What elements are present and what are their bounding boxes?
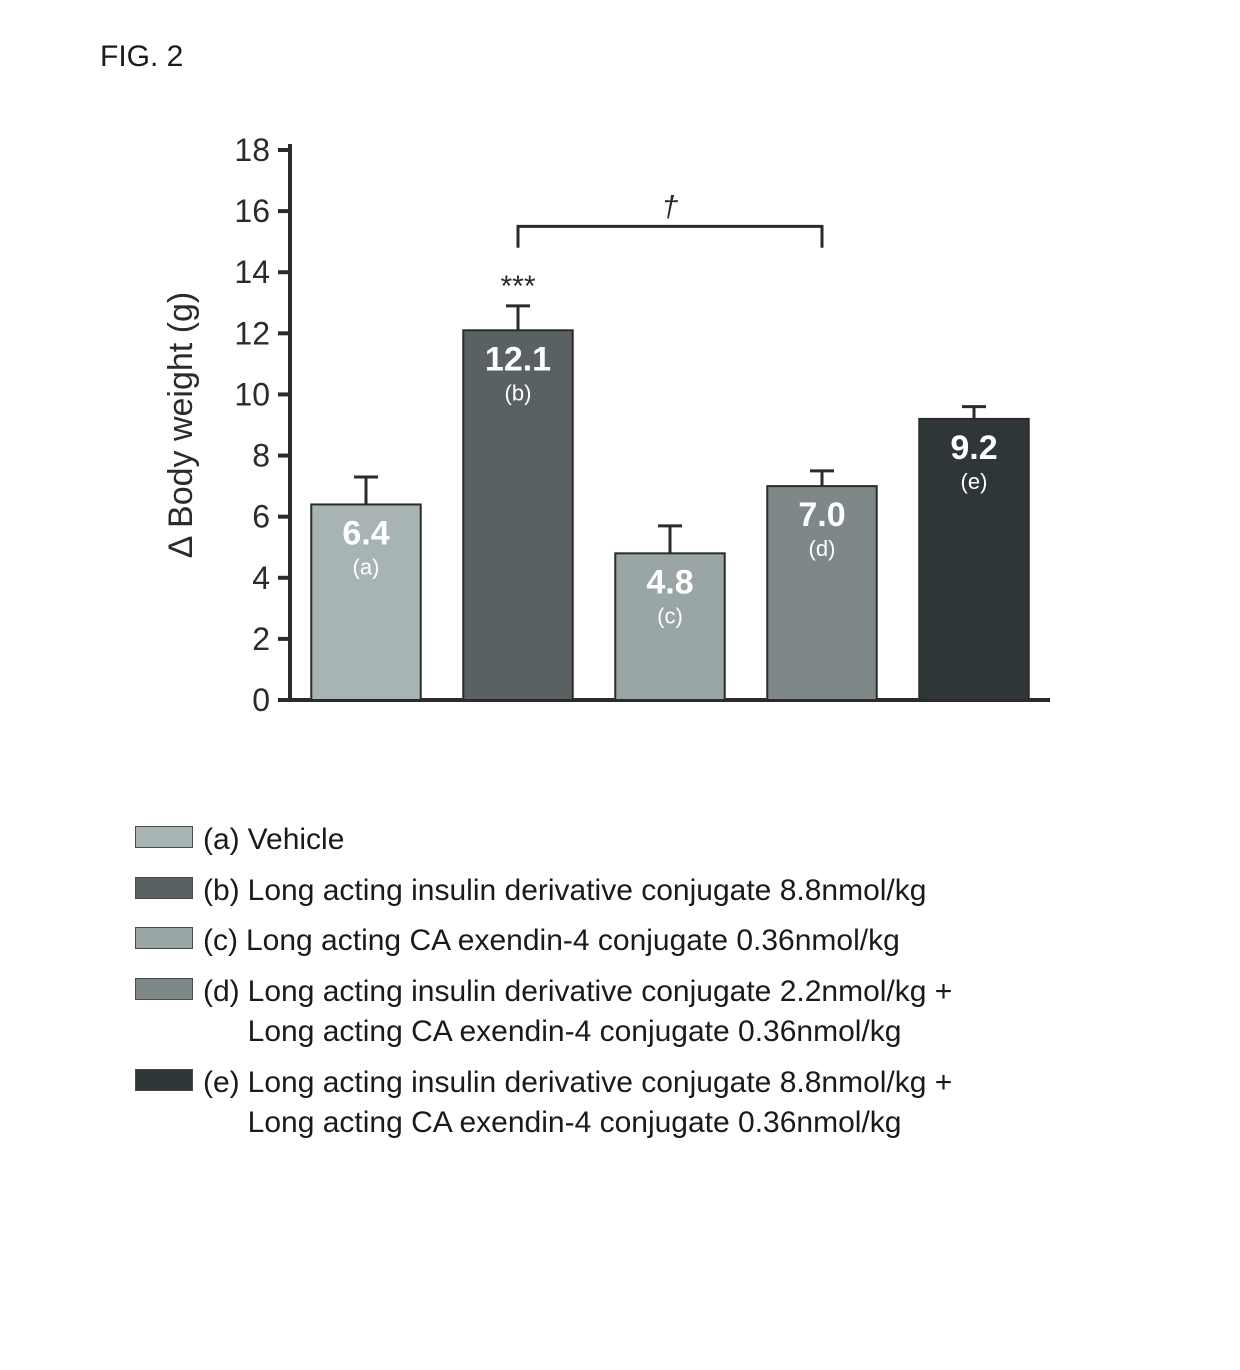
- legend-swatch: [135, 826, 193, 848]
- legend-text: Long acting insulin derivative conjugate…: [248, 1063, 953, 1144]
- y-tick-label: 8: [252, 438, 270, 474]
- bar-value-label: 4.8: [646, 563, 693, 601]
- legend-swatch: [135, 877, 193, 899]
- legend-text: Long acting CA exendin-4 conjugate 0.36n…: [246, 921, 900, 962]
- legend-swatch: [135, 978, 193, 1000]
- bar-value-label: 12.1: [485, 340, 551, 378]
- legend-swatch: [135, 1069, 193, 1091]
- legend-item: (c)Long acting CA exendin-4 conjugate 0.…: [135, 921, 1115, 962]
- legend-text: Long acting insulin derivative conjugate…: [248, 972, 953, 1053]
- legend-letter: (e): [203, 1063, 240, 1104]
- y-tick-label: 16: [234, 193, 270, 229]
- bar-value-label: 9.2: [950, 429, 997, 467]
- legend: (a)Vehicle(b)Long acting insulin derivat…: [135, 820, 1115, 1154]
- legend-text: Long acting insulin derivative conjugate…: [248, 871, 927, 912]
- y-tick-label: 18: [234, 132, 270, 168]
- legend-letter: (c): [203, 921, 238, 962]
- page: FIG. 2 0 2 4 6 8 10 12 14 16 18 Δ Body weight (g) 6…: [0, 0, 1240, 1370]
- significance-stars: ***: [500, 270, 535, 303]
- y-tick-label: 10: [234, 376, 270, 412]
- legend-item: (b)Long acting insulin derivative conjug…: [135, 871, 1115, 912]
- bar-letter-label: (d): [809, 536, 836, 561]
- y-tick-label: 2: [252, 621, 270, 657]
- y-tick-label: 14: [234, 254, 270, 290]
- y-axis-title: Δ Body weight (g): [162, 292, 200, 559]
- bar-letter-label: (e): [961, 469, 988, 494]
- legend-item: (a)Vehicle: [135, 820, 1115, 861]
- figure-label: FIG. 2: [100, 40, 183, 74]
- y-tick-label: 4: [252, 560, 270, 596]
- bar-letter-label: (c): [657, 603, 683, 628]
- legend-swatch: [135, 927, 193, 949]
- legend-item: (e)Long acting insulin derivative conjug…: [135, 1063, 1115, 1144]
- y-tick-label: 0: [252, 682, 270, 718]
- significance-bracket: [518, 226, 822, 247]
- legend-item: (d)Long acting insulin derivative conjug…: [135, 972, 1115, 1053]
- bar-chart: 0 2 4 6 8 10 12 14 16 18 Δ Body weight (g) 6.4(a) 12…: [150, 120, 1070, 740]
- legend-letter: (a): [203, 820, 240, 861]
- significance-bracket-label: †: [662, 190, 679, 223]
- chart-svg: 0 2 4 6 8 10 12 14 16 18 Δ Body weight (g) 6.4(a) 12…: [150, 120, 1070, 740]
- y-tick-label: 12: [234, 315, 270, 351]
- bar-letter-label: (a): [353, 554, 380, 579]
- legend-letter: (d): [203, 972, 240, 1013]
- legend-letter: (b): [203, 871, 240, 912]
- y-tick-label: 6: [252, 499, 270, 535]
- legend-text: Vehicle: [248, 820, 345, 861]
- bar-letter-label: (b): [505, 380, 532, 405]
- bar-value-label: 6.4: [342, 514, 389, 552]
- bar-value-label: 7.0: [798, 496, 845, 534]
